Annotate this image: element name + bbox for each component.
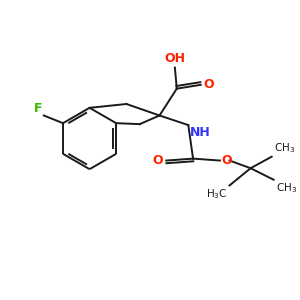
Text: CH$_3$: CH$_3$: [275, 182, 297, 195]
Text: CH$_3$: CH$_3$: [274, 141, 295, 155]
Text: O: O: [204, 78, 214, 91]
Text: F: F: [33, 101, 42, 115]
Text: O: O: [153, 154, 164, 167]
Text: OH: OH: [164, 52, 185, 65]
Text: NH: NH: [190, 126, 211, 139]
Text: O: O: [222, 154, 232, 167]
Text: H$_3$C: H$_3$C: [206, 188, 228, 201]
